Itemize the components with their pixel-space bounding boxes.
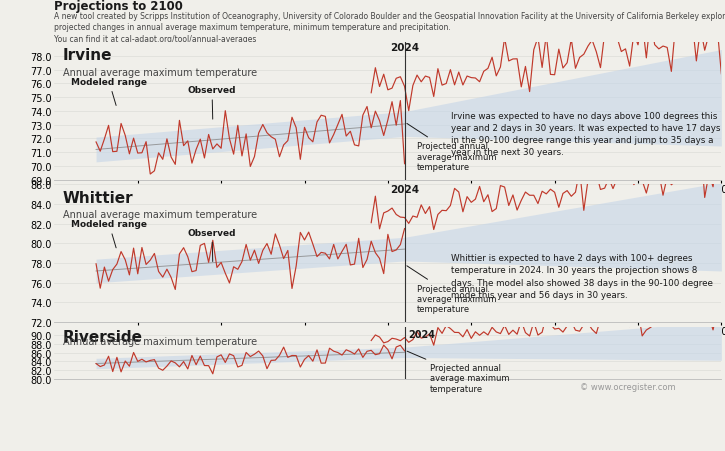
Text: Annual average maximum temperature: Annual average maximum temperature	[63, 68, 257, 78]
Text: 2024: 2024	[390, 185, 419, 195]
Text: Irvine: Irvine	[63, 48, 112, 63]
Text: 2024: 2024	[409, 330, 436, 340]
Text: Whittier: Whittier	[63, 190, 133, 205]
Text: Annual average maximum temperature: Annual average maximum temperature	[63, 210, 257, 220]
Text: Irvine was expected to have no days above 100 degrees this
year and 2 days in 30: Irvine was expected to have no days abov…	[451, 111, 721, 157]
Text: projected changes in annual average maximum temperature, minimum temperature and: projected changes in annual average maxi…	[54, 23, 451, 32]
Text: A new tool created by Scripps Institution of Oceanography, University of Colorad: A new tool created by Scripps Institutio…	[54, 11, 725, 20]
Text: Whittier is expected to have 2 days with 100+ degrees
temperature in 2024. In 30: Whittier is expected to have 2 days with…	[451, 253, 713, 299]
Text: Annual average maximum temperature: Annual average maximum temperature	[63, 336, 257, 346]
Text: Observed: Observed	[188, 86, 236, 120]
Text: Projections to 2100: Projections to 2100	[54, 0, 183, 13]
Text: Projected annual
average maximum
temperature: Projected annual average maximum tempera…	[407, 351, 510, 393]
Text: 2024: 2024	[390, 43, 419, 53]
Text: Modeled range: Modeled range	[71, 78, 147, 106]
Text: Projected annual
average maximum
temperature: Projected annual average maximum tempera…	[407, 266, 497, 314]
Text: Riverside: Riverside	[63, 329, 143, 344]
Text: Observed: Observed	[188, 228, 236, 262]
Text: © www.ocregister.com: © www.ocregister.com	[580, 382, 676, 391]
Text: Projected annual
average maximum
temperature: Projected annual average maximum tempera…	[407, 124, 497, 172]
Text: Modeled range: Modeled range	[71, 220, 147, 249]
Text: You can find it at cal-adapt.org/tool/annual-averages: You can find it at cal-adapt.org/tool/an…	[54, 34, 257, 43]
